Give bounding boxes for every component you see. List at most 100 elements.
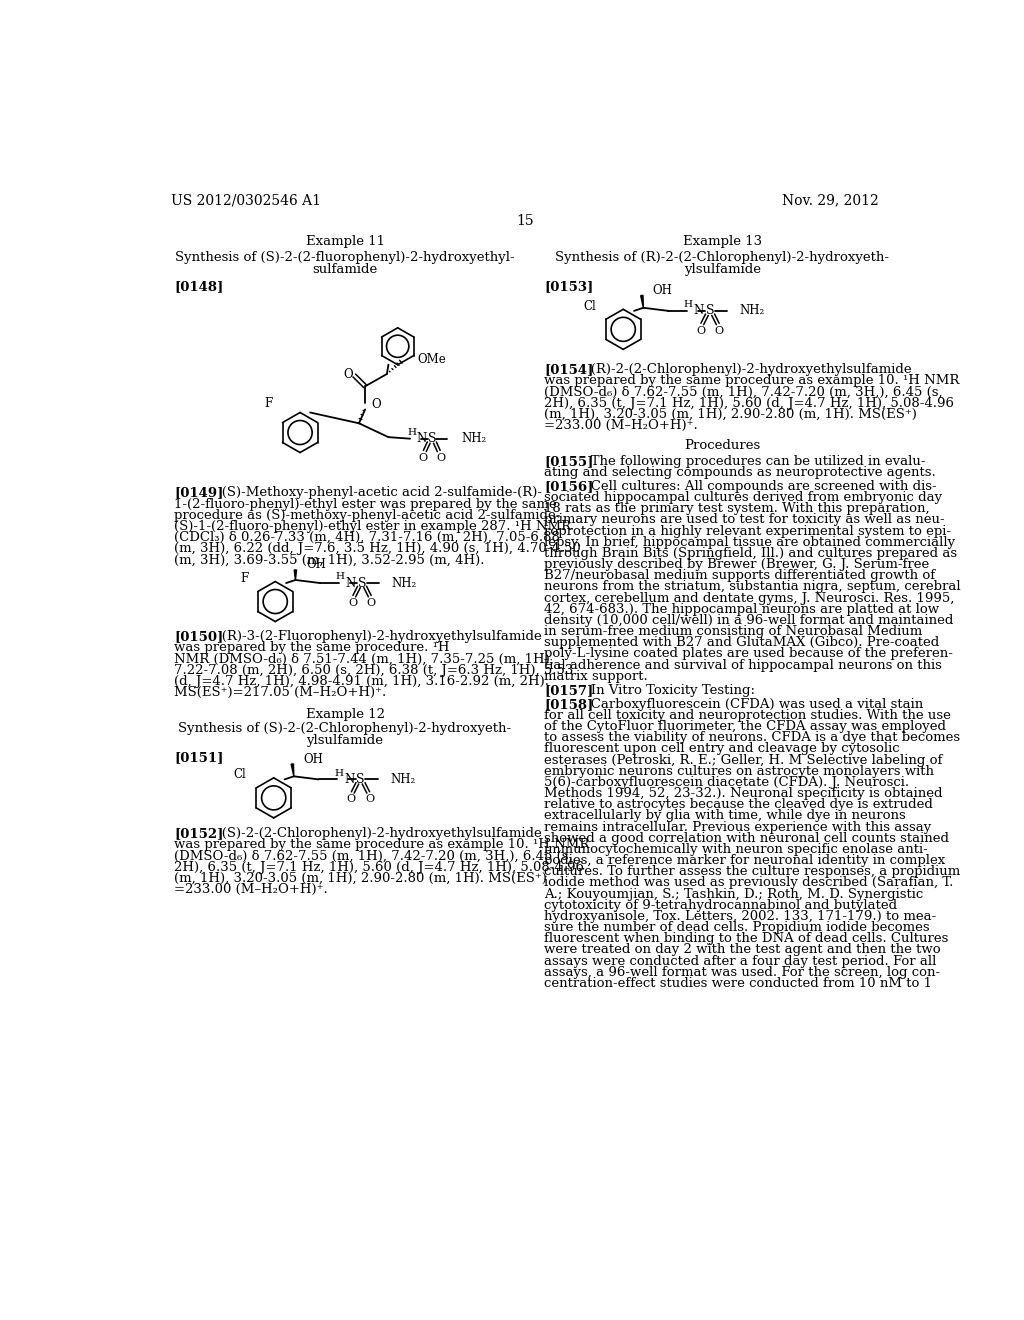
Text: O: O	[418, 453, 427, 463]
Text: O: O	[366, 795, 375, 804]
Text: OMe: OMe	[418, 352, 446, 366]
Text: B27/neurobasal medium supports differentiated growth of: B27/neurobasal medium supports different…	[544, 569, 935, 582]
Text: NH₂: NH₂	[391, 577, 417, 590]
Text: density (10,000 cell/well) in a 96-well format and maintained: density (10,000 cell/well) in a 96-well …	[544, 614, 953, 627]
Text: matrix support.: matrix support.	[544, 669, 648, 682]
Text: NH₂: NH₂	[461, 432, 486, 445]
Text: (R)-2-(2-Chlorophenyl)-2-hydroxyethylsulfamide: (R)-2-(2-Chlorophenyl)-2-hydroxyethylsul…	[579, 363, 912, 376]
Text: cultures. To further assess the culture responses, a propidium: cultures. To further assess the culture …	[544, 866, 961, 878]
Text: ating and selecting compounds as neuroprotective agents.: ating and selecting compounds as neuropr…	[544, 466, 936, 479]
Text: O: O	[696, 326, 706, 335]
Text: tial adherence and survival of hippocampal neurons on this: tial adherence and survival of hippocamp…	[544, 659, 942, 672]
Text: [0156]: [0156]	[544, 480, 594, 492]
Text: [0151]: [0151]	[174, 751, 224, 764]
Text: for all cell toxicity and neuroprotection studies. With the use: for all cell toxicity and neuroprotectio…	[544, 709, 951, 722]
Polygon shape	[641, 296, 643, 308]
Text: sulfamide: sulfamide	[312, 263, 378, 276]
Text: was prepared by the same procedure as example 10. ¹H NMR: was prepared by the same procedure as ex…	[544, 375, 959, 387]
Text: S: S	[428, 432, 436, 445]
Text: Example 12: Example 12	[305, 708, 384, 721]
Text: Nov. 29, 2012: Nov. 29, 2012	[782, 193, 879, 207]
Text: neurons from the striatum, substantia nigra, septum, cerebral: neurons from the striatum, substantia ni…	[544, 581, 961, 594]
Text: assays, a 96-well format was used. For the screen, log con-: assays, a 96-well format was used. For t…	[544, 966, 940, 978]
Text: NMR (DMSO-d₆) δ 7.51-7.44 (m, 1H), 7.35-7.25 (m, 1H),: NMR (DMSO-d₆) δ 7.51-7.44 (m, 1H), 7.35-…	[174, 652, 554, 665]
Text: (DMSO-d₆) δ 7.62-7.55 (m, 1H), 7.42-7.20 (m, 3H,), 6.45 (s,: (DMSO-d₆) δ 7.62-7.55 (m, 1H), 7.42-7.20…	[174, 850, 573, 862]
Text: 1-(2-fluoro-phenyl)-ethyl ester was prepared by the same: 1-(2-fluoro-phenyl)-ethyl ester was prep…	[174, 498, 557, 511]
Polygon shape	[294, 570, 297, 579]
Text: (CDCl₃) δ 0.26-7.33 (m, 4H), 7.31-7.16 (m, 2H), 7.05-6.88: (CDCl₃) δ 0.26-7.33 (m, 4H), 7.31-7.16 (…	[174, 531, 560, 544]
Text: O: O	[348, 598, 357, 609]
Text: O: O	[343, 368, 353, 381]
Text: procedure as (S)-methoxy-phenyl-acetic acid 2-sulfamide-: procedure as (S)-methoxy-phenyl-acetic a…	[174, 508, 561, 521]
Text: S: S	[706, 305, 715, 317]
Text: Cl: Cl	[584, 300, 596, 313]
Text: [0157]: [0157]	[544, 684, 594, 697]
Text: Synthesis of (S)-2-(2-Chlorophenyl)-2-hydroxyeth-: Synthesis of (S)-2-(2-Chlorophenyl)-2-hy…	[178, 722, 512, 735]
Text: [0148]: [0148]	[174, 280, 224, 293]
Text: N: N	[693, 305, 705, 317]
Text: showed a good correlation with neuronal cell counts stained: showed a good correlation with neuronal …	[544, 832, 949, 845]
Text: esterases (Petroski, R. E.; Geller, H. M Selective labeling of: esterases (Petroski, R. E.; Geller, H. M…	[544, 754, 942, 767]
Text: O: O	[436, 453, 445, 463]
Text: OH: OH	[306, 558, 326, 572]
Text: [0150]: [0150]	[174, 630, 224, 643]
Text: =233.00 (M–H₂O+H)⁺.: =233.00 (M–H₂O+H)⁺.	[174, 883, 329, 896]
Text: sociated hippocampal cultures derived from embryonic day: sociated hippocampal cultures derived fr…	[544, 491, 942, 504]
Text: 2H), 6.35 (t, J=7.1 Hz, 1H), 5.60 (d, J=4.7 Hz, 1H), 5.08-4.96: 2H), 6.35 (t, J=7.1 Hz, 1H), 5.60 (d, J=…	[174, 861, 585, 874]
Text: remains intracellular. Previous experience with this assay: remains intracellular. Previous experien…	[544, 821, 932, 834]
Text: US 2012/0302546 A1: US 2012/0302546 A1	[171, 193, 321, 207]
Text: Example 13: Example 13	[683, 235, 762, 248]
Text: (R)-3-(2-Fluorophenyl)-2-hydroxyethylsulfamide: (R)-3-(2-Fluorophenyl)-2-hydroxyethylsul…	[209, 630, 542, 643]
Text: F: F	[264, 397, 273, 409]
Text: embryonic neurons cultures on astrocyte monolayers with: embryonic neurons cultures on astrocyte …	[544, 764, 934, 777]
Text: OH: OH	[652, 284, 673, 297]
Text: H: H	[334, 768, 343, 777]
Text: Carboxyfluorescein (CFDA) was used a vital stain: Carboxyfluorescein (CFDA) was used a vit…	[579, 698, 924, 710]
Text: 42, 674-683.). The hippocampal neurons are platted at low: 42, 674-683.). The hippocampal neurons a…	[544, 603, 939, 615]
Text: 7.22-7.08 (m, 2H), 6.50 (s, 2H), 6.38 (t, J=6.3 Hz, 1H), 5.53: 7.22-7.08 (m, 2H), 6.50 (s, 2H), 6.38 (t…	[174, 664, 573, 677]
Text: ylsulfamide: ylsulfamide	[684, 263, 761, 276]
Text: fluorescent when binding to the DNA of dead cells. Cultures: fluorescent when binding to the DNA of d…	[544, 932, 948, 945]
Text: O: O	[715, 326, 724, 335]
Text: H: H	[336, 573, 345, 581]
Text: cytotoxicity of 9-tetrahydrocannabinol and butylated: cytotoxicity of 9-tetrahydrocannabinol a…	[544, 899, 897, 912]
Text: immunocytochemically with neuron specific enolase anti-: immunocytochemically with neuron specifi…	[544, 843, 928, 855]
Text: primary neurons are used to test for toxicity as well as neu-: primary neurons are used to test for tox…	[544, 513, 945, 527]
Text: (m, 1H), 3.20-3.05 (m, 1H), 2.90-2.80 (m, 1H). MS(ES⁺): (m, 1H), 3.20-3.05 (m, 1H), 2.90-2.80 (m…	[174, 871, 548, 884]
Text: The following procedures can be utilized in evalu-: The following procedures can be utilized…	[579, 455, 926, 467]
Text: [0155]: [0155]	[544, 455, 594, 467]
Text: S: S	[356, 774, 365, 785]
Text: [0152]: [0152]	[174, 828, 224, 840]
Text: in serum-free medium consisting of Neurobasal Medium: in serum-free medium consisting of Neuro…	[544, 626, 923, 638]
Text: centration-effect studies were conducted from 10 nM to 1: centration-effect studies were conducted…	[544, 977, 932, 990]
Text: S: S	[357, 577, 367, 590]
Text: extracellularly by glia with time, while dye in neurons: extracellularly by glia with time, while…	[544, 809, 906, 822]
Text: sure the number of dead cells. Propidium iodide becomes: sure the number of dead cells. Propidium…	[544, 921, 930, 935]
Text: MS(ES⁺)=217.05 (M–H₂O+H)⁺.: MS(ES⁺)=217.05 (M–H₂O+H)⁺.	[174, 686, 387, 698]
Text: OH: OH	[303, 752, 323, 766]
Text: relative to astrocytes because the cleaved dye is extruded: relative to astrocytes because the cleav…	[544, 799, 933, 812]
Text: lepsy. In brief, hippocampal tissue are obtained commercially: lepsy. In brief, hippocampal tissue are …	[544, 536, 955, 549]
Text: of the CytoFluor fluorimeter, the CFDA assay was employed: of the CytoFluor fluorimeter, the CFDA a…	[544, 721, 946, 733]
Text: (m, 3H), 6.22 (dd, J=7.6, 3.5 Hz, 1H), 4.90 (s, 1H), 4.70-4.50: (m, 3H), 6.22 (dd, J=7.6, 3.5 Hz, 1H), 4…	[174, 543, 582, 556]
Text: previously described by Brewer (Brewer, G. J. Serum-free: previously described by Brewer (Brewer, …	[544, 558, 930, 572]
Text: A.; Kouyoumjian, S.; Tashkin, D.; Roth, M. D. Synergistic: A.; Kouyoumjian, S.; Tashkin, D.; Roth, …	[544, 887, 924, 900]
Text: NH₂: NH₂	[739, 305, 765, 317]
Text: to assess the viability of neurons. CFDA is a dye that becomes: to assess the viability of neurons. CFDA…	[544, 731, 961, 744]
Text: Synthesis of (R)-2-(2-Chlorophenyl)-2-hydroxyeth-: Synthesis of (R)-2-(2-Chlorophenyl)-2-hy…	[555, 251, 890, 264]
Text: [0154]: [0154]	[544, 363, 594, 376]
Text: hydroxyanisole, Tox. Letters, 2002. 133, 171-179.) to mea-: hydroxyanisole, Tox. Letters, 2002. 133,…	[544, 909, 936, 923]
Text: F: F	[240, 572, 248, 585]
Text: 18 rats as the primary test system. With this preparation,: 18 rats as the primary test system. With…	[544, 502, 930, 515]
Text: (m, 3H), 3.69-3.55 (m, 1H), 3.52-2.95 (m, 4H).: (m, 3H), 3.69-3.55 (m, 1H), 3.52-2.95 (m…	[174, 553, 485, 566]
Text: ylsulfamide: ylsulfamide	[306, 734, 384, 747]
Text: =233.00 (M–H₂O+H)⁺.: =233.00 (M–H₂O+H)⁺.	[544, 418, 698, 432]
Text: bodies, a reference marker for neuronal identity in complex: bodies, a reference marker for neuronal …	[544, 854, 945, 867]
Text: Cl: Cl	[233, 768, 247, 781]
Text: (DMSO-d₆) δ 7.62-7.55 (m, 1H), 7.42-7.20 (m, 3H,), 6.45 (s,: (DMSO-d₆) δ 7.62-7.55 (m, 1H), 7.42-7.20…	[544, 385, 943, 399]
Text: O: O	[367, 598, 376, 609]
Text: 2H), 6.35 (t, J=7.1 Hz, 1H), 5.60 (d, J=4.7 Hz, 1H), 5.08-4.96: 2H), 6.35 (t, J=7.1 Hz, 1H), 5.60 (d, J=…	[544, 397, 954, 409]
Text: assays were conducted after a four day test period. For all: assays were conducted after a four day t…	[544, 954, 937, 968]
Text: through Brain Bits (Springfield, Ill.) and cultures prepared as: through Brain Bits (Springfield, Ill.) a…	[544, 546, 957, 560]
Polygon shape	[291, 764, 294, 776]
